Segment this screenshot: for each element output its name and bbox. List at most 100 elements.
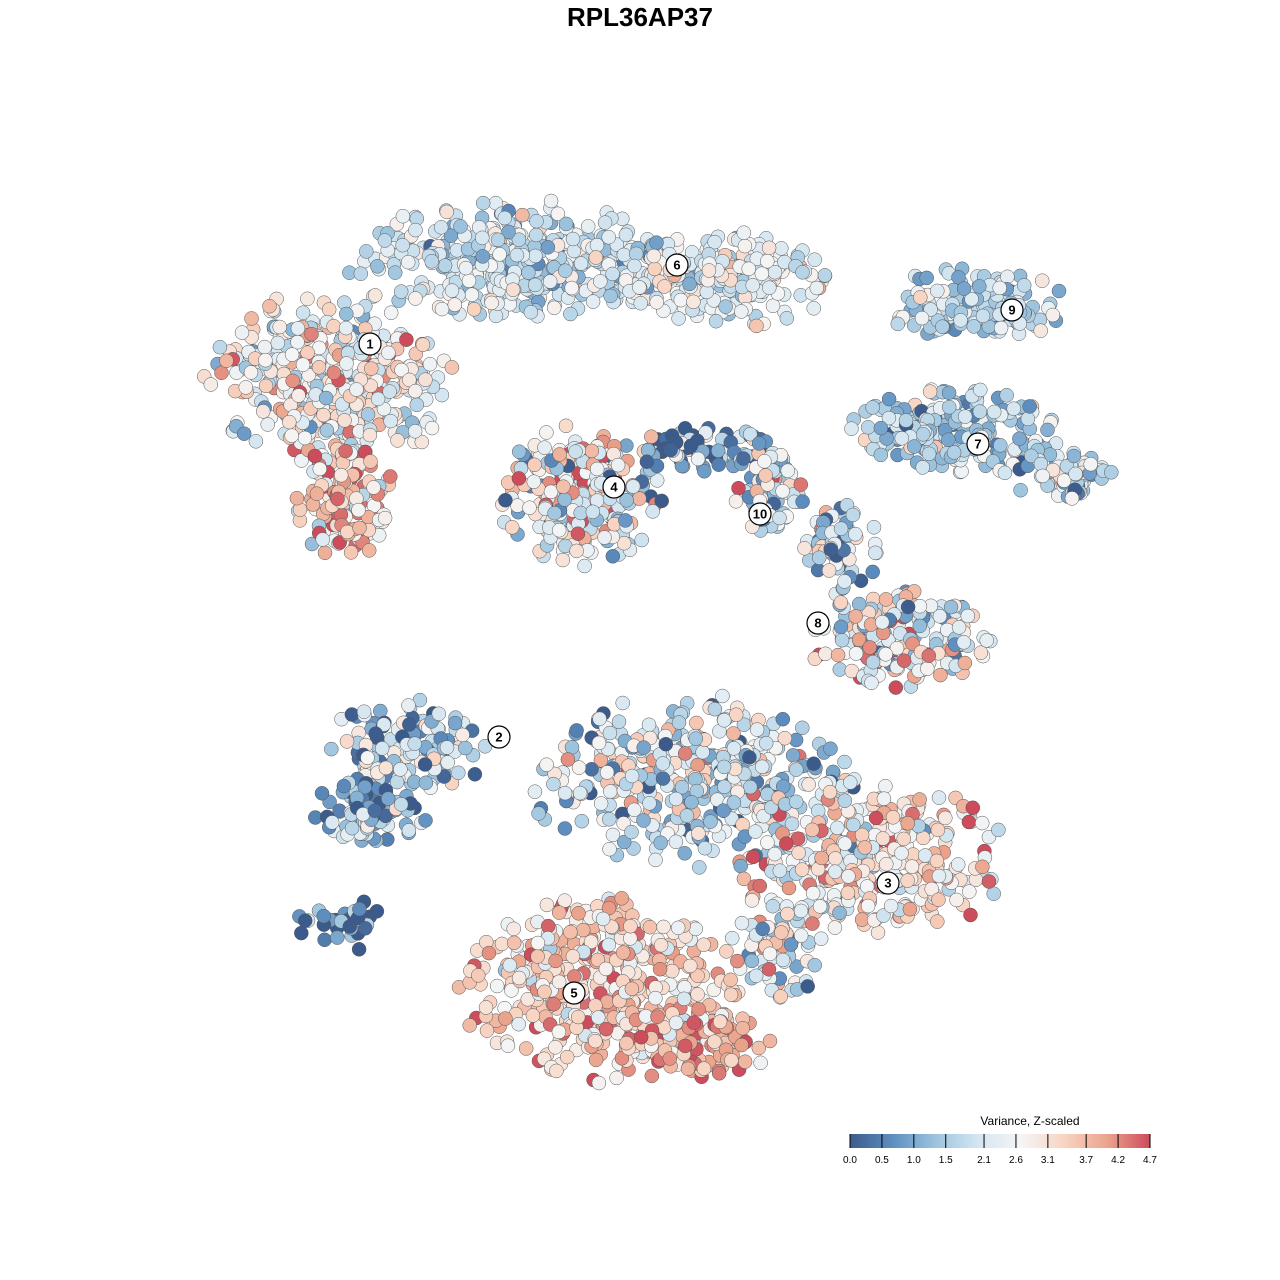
cell-point xyxy=(718,299,733,314)
cell-point xyxy=(527,784,543,799)
cell-point xyxy=(734,304,749,319)
cell-point xyxy=(518,1041,534,1056)
cell-point xyxy=(558,418,574,434)
cell-point xyxy=(857,840,873,855)
cell-point xyxy=(551,974,567,990)
cell-point xyxy=(461,273,477,288)
cell-point xyxy=(752,878,768,894)
cell-point xyxy=(616,247,632,263)
cell-point xyxy=(930,914,945,929)
cell-point xyxy=(417,757,433,772)
cell-point xyxy=(904,859,920,874)
cell-point xyxy=(588,998,603,1013)
cell-point xyxy=(760,253,775,269)
cell-point xyxy=(511,1016,526,1032)
cell-point xyxy=(881,391,897,407)
cell-point xyxy=(542,274,558,289)
cell-point xyxy=(585,504,601,520)
cell-point xyxy=(557,492,572,507)
points-layer xyxy=(196,193,1119,1091)
cell-point xyxy=(352,901,367,917)
cell-point xyxy=(845,507,861,523)
cell-point xyxy=(618,227,634,243)
cell-point xyxy=(973,645,989,660)
cell-point xyxy=(806,301,821,316)
cell-point xyxy=(929,853,945,869)
cell-point xyxy=(552,447,567,462)
cell-point xyxy=(684,794,699,810)
cell-point xyxy=(504,520,520,535)
cluster-label-7: 7 xyxy=(966,432,990,456)
cell-point xyxy=(556,479,571,494)
cell-point xyxy=(735,817,750,832)
cell-point xyxy=(588,250,604,265)
cell-point xyxy=(1066,448,1082,464)
cell-point xyxy=(572,785,588,801)
cell-point xyxy=(602,725,618,741)
cell-point xyxy=(644,429,659,444)
cell-point xyxy=(632,491,647,506)
cell-point xyxy=(1083,456,1098,472)
cell-point xyxy=(677,746,693,761)
cell-point xyxy=(340,524,355,540)
cell-point xyxy=(719,944,734,959)
cell-point xyxy=(761,962,777,977)
cell-point xyxy=(362,427,378,443)
cell-point xyxy=(589,237,605,253)
cell-point xyxy=(912,792,927,807)
cell-point xyxy=(860,420,876,435)
cell-point xyxy=(723,972,738,988)
cell-point xyxy=(471,968,486,983)
cell-point xyxy=(521,265,536,280)
cell-point xyxy=(827,864,843,879)
cluster-label-10: 10 xyxy=(748,502,772,526)
cell-point xyxy=(794,862,810,877)
cluster-label-9: 9 xyxy=(1000,298,1024,322)
cell-point xyxy=(793,928,809,943)
cell-point xyxy=(509,247,525,263)
cell-point xyxy=(1068,466,1083,482)
cell-point xyxy=(865,400,880,415)
cell-point xyxy=(466,302,482,317)
cell-point xyxy=(360,407,376,422)
cell-point xyxy=(352,520,367,536)
cell-point xyxy=(597,530,612,545)
legend-tick-label: 3.1 xyxy=(1041,1155,1055,1166)
cell-point xyxy=(407,736,422,751)
cell-point xyxy=(395,237,410,253)
cell-point xyxy=(707,234,722,250)
cell-point xyxy=(652,961,668,977)
cell-point xyxy=(639,454,655,469)
cell-point xyxy=(506,935,522,951)
cell-point xyxy=(883,898,899,914)
cell-point xyxy=(649,295,664,310)
cell-point xyxy=(574,813,590,829)
cell-point xyxy=(342,919,358,934)
cell-point xyxy=(258,378,274,394)
cell-point xyxy=(972,404,988,419)
cell-point xyxy=(848,646,864,661)
cell-point xyxy=(775,711,791,727)
cell-point xyxy=(424,254,439,269)
cell-point xyxy=(653,937,669,953)
cell-point xyxy=(401,823,417,838)
legend-colorbar xyxy=(850,1134,1150,1148)
cell-point xyxy=(931,790,947,805)
legend-tick-label: 1.0 xyxy=(907,1155,921,1166)
cell-point xyxy=(805,916,820,931)
cell-point xyxy=(744,953,760,969)
cell-point xyxy=(846,817,861,833)
cell-point xyxy=(383,413,398,429)
cell-point xyxy=(1020,411,1036,427)
cell-point xyxy=(315,532,330,547)
cell-point xyxy=(724,930,740,946)
cell-point xyxy=(559,1049,575,1065)
cell-point xyxy=(878,778,893,794)
cluster-label-text: 10 xyxy=(753,507,767,522)
cell-point xyxy=(383,469,398,484)
cell-point xyxy=(758,468,773,483)
cell-point xyxy=(800,979,815,994)
cell-point xyxy=(993,320,1009,336)
cell-point xyxy=(992,280,1007,296)
cluster-label-6: 6 xyxy=(665,253,689,277)
